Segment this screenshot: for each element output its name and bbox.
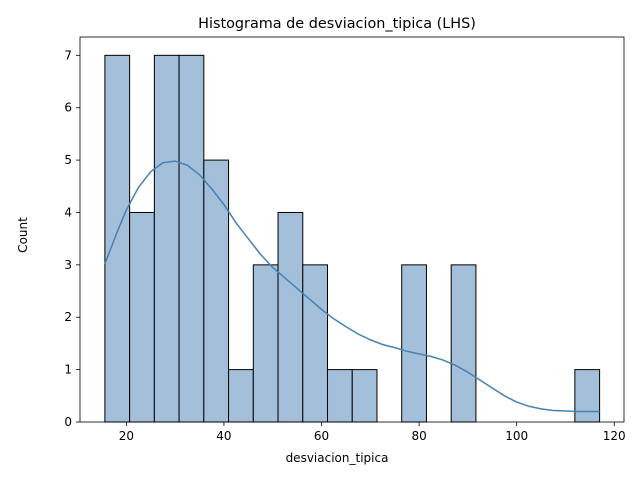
chart-title: Histograma de desviacion_tipica (LHS) — [198, 16, 476, 32]
x-tick-label: 80 — [411, 429, 426, 443]
x-axis-ticks: 20 40 60 80 100 120 — [119, 422, 626, 443]
y-tick-label: 4 — [64, 205, 72, 219]
y-tick-label: 5 — [64, 153, 72, 167]
y-tick-label: 2 — [64, 310, 72, 324]
x-tick-label: 60 — [314, 429, 329, 443]
y-axis-label: Count — [16, 217, 30, 253]
histogram-bar — [277, 211, 304, 423]
plot-frame — [79, 36, 625, 423]
histogram-bar — [302, 264, 329, 423]
histogram-bar — [178, 54, 205, 423]
histogram-bar — [228, 369, 254, 423]
y-tick-label: 1 — [64, 363, 72, 377]
histogram-bar — [203, 159, 230, 423]
y-tick-label: 7 — [64, 48, 72, 62]
histogram-bar — [153, 54, 180, 423]
y-tick-label: 0 — [64, 415, 72, 429]
y-axis-ticks: 0 1 2 3 4 5 6 7 — [64, 48, 80, 429]
y-tick-label: 6 — [64, 101, 72, 115]
histogram-bar — [574, 369, 601, 423]
x-tick-label: 100 — [505, 429, 528, 443]
x-tick-label: 40 — [216, 429, 231, 443]
histogram-bar — [252, 264, 279, 423]
histogram-bar — [104, 54, 131, 423]
histogram-bar — [450, 264, 477, 423]
x-tick-label: 120 — [603, 429, 626, 443]
bars — [104, 54, 601, 423]
x-tick-label: 20 — [119, 429, 134, 443]
histogram-bar — [351, 369, 378, 423]
x-axis-label: desviacion_tipica — [286, 451, 389, 465]
y-tick-label: 3 — [64, 258, 72, 272]
histogram-bar — [327, 369, 353, 423]
kde-line — [104, 160, 600, 413]
histogram-bar — [129, 211, 155, 423]
histogram-bar — [401, 264, 427, 423]
